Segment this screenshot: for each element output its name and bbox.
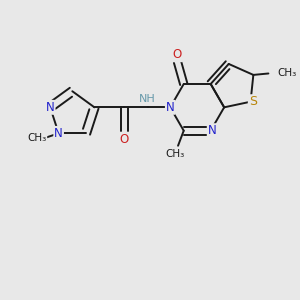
Text: N: N: [54, 127, 63, 140]
Text: CH₃: CH₃: [27, 134, 46, 143]
Text: N: N: [166, 101, 175, 114]
Text: O: O: [120, 133, 129, 146]
Text: NH: NH: [139, 94, 156, 104]
Text: N: N: [208, 124, 217, 137]
Text: CH₃: CH₃: [166, 149, 185, 159]
Text: O: O: [173, 48, 182, 61]
Text: S: S: [249, 95, 257, 108]
Text: CH₃: CH₃: [277, 68, 296, 79]
Text: N: N: [46, 101, 55, 114]
